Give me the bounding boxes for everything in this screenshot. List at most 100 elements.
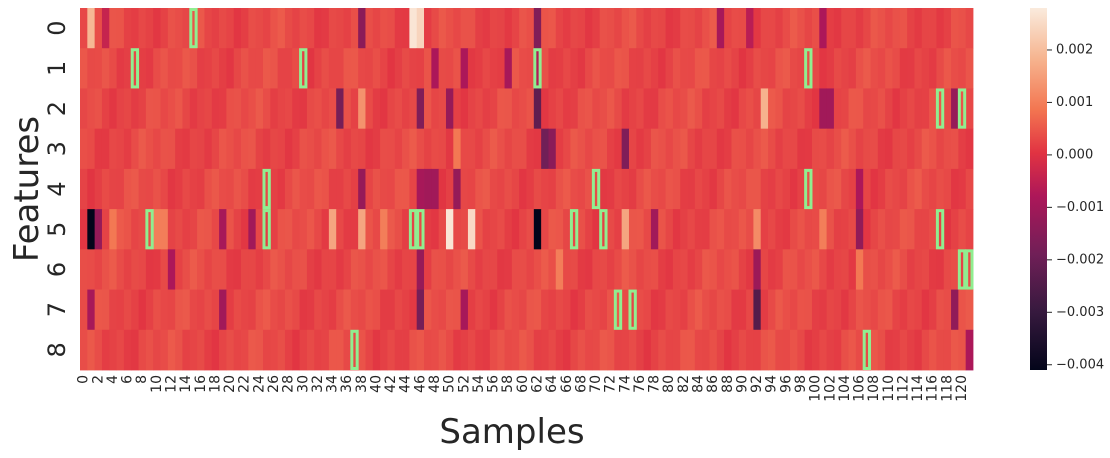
heatmap-cell [167,249,176,290]
heatmap-cell [438,209,447,250]
heatmap-cell [585,289,593,331]
y-tick-label: 3 [43,141,71,156]
heatmap-cell [833,48,842,89]
heatmap-cell [387,48,396,89]
heatmap-cell [709,88,718,130]
heatmap-cell [914,329,923,371]
y-tick-label: 2 [43,101,71,116]
heatmap-cell [877,209,886,250]
heatmap-cell [563,168,571,210]
heatmap-cell [131,209,139,250]
heatmap-cell [101,48,110,89]
heatmap-cell [841,329,849,371]
heatmap-cell [314,329,322,371]
heatmap-cell [365,289,374,331]
heatmap-cell [101,88,110,130]
heatmap-cell [819,8,828,49]
heatmap-cell [863,329,871,371]
heatmap-cell [672,8,681,49]
heatmap-cell [746,8,754,49]
heatmap-cell [790,8,798,49]
heatmap-cell [101,168,110,210]
heatmap-cell [965,168,974,210]
heatmap-cell [409,128,418,170]
heatmap-cell [321,128,330,170]
heatmap-cell [899,329,908,371]
heatmap-cell [541,249,549,290]
heatmap-cell [555,289,564,331]
heatmap-cell [621,329,630,371]
heatmap-cell [577,88,586,130]
heatmap-cell [87,128,96,170]
heatmap-cell [621,48,630,89]
heatmap-cell [438,168,447,210]
heatmap-cell [607,289,615,331]
heatmap-cell [511,48,520,89]
highlight-box [262,168,271,210]
heatmap-cell [372,88,381,130]
heatmap-cell [819,128,828,170]
heatmap-cell [438,128,447,170]
heatmap-cell [394,209,403,250]
heatmap-cell [365,329,374,371]
x-tick-label: 76 [632,375,648,393]
heatmap-cell [768,329,776,371]
heatmap-cell [658,329,666,371]
heatmap-cell [248,128,257,170]
heatmap-cell [724,88,732,130]
highlight-box [591,168,601,210]
heatmap-cell [211,88,220,130]
heatmap-cell [189,329,198,371]
heatmap-cell [826,289,835,331]
x-tick-label: 14 [178,375,194,393]
heatmap-cell [511,209,520,250]
heatmap-cell [489,289,498,331]
heatmap-cell [138,88,147,130]
heatmap-cell [563,289,571,331]
heatmap-cell [497,168,505,210]
heatmap-cell [292,289,300,331]
heatmap-cell [614,289,623,331]
heatmap-cell [80,209,88,250]
heatmap-cell [270,168,279,210]
x-tick-label: 46 [412,375,428,393]
heatmap-cell [160,128,169,170]
x-tick-label: 6 [120,375,136,384]
heatmap-cell [577,209,586,250]
heatmap-cell [555,329,564,371]
heatmap-cell [94,329,103,371]
x-tick-label: 118 [939,375,955,402]
heatmap-cell [526,329,535,371]
heatmap-cell [80,8,88,49]
heatmap-cell [321,289,330,331]
heatmap-cell [299,329,308,371]
heatmap-cell [262,8,271,49]
heatmap-cell [167,329,176,371]
heatmap-cell [372,209,381,250]
heatmap-cell [248,8,257,49]
heatmap-cell [533,128,542,170]
heatmap-cell [716,128,725,170]
heatmap-cell [833,249,842,290]
heatmap-cell [467,128,476,170]
heatmap-cell [416,48,425,89]
y-axis-label: Features [7,116,47,262]
heatmap-cell [497,8,505,49]
heatmap-cell [314,128,322,170]
heatmap-cell [592,329,601,371]
heatmap-cell [965,48,974,89]
heatmap-cell [731,329,740,371]
heatmap-cell [519,329,527,371]
heatmap-cell [328,88,337,130]
heatmap-cell [123,209,132,250]
heatmap-cell [892,48,901,89]
heatmap-cell [175,329,183,371]
heatmap-cell [936,48,945,89]
heatmap-cell [870,209,879,250]
heatmap-cell [160,8,169,49]
heatmap-cell [299,88,308,130]
heatmap-cell [819,168,828,210]
heatmap-cell [182,168,191,210]
heatmap-cell [936,289,945,331]
